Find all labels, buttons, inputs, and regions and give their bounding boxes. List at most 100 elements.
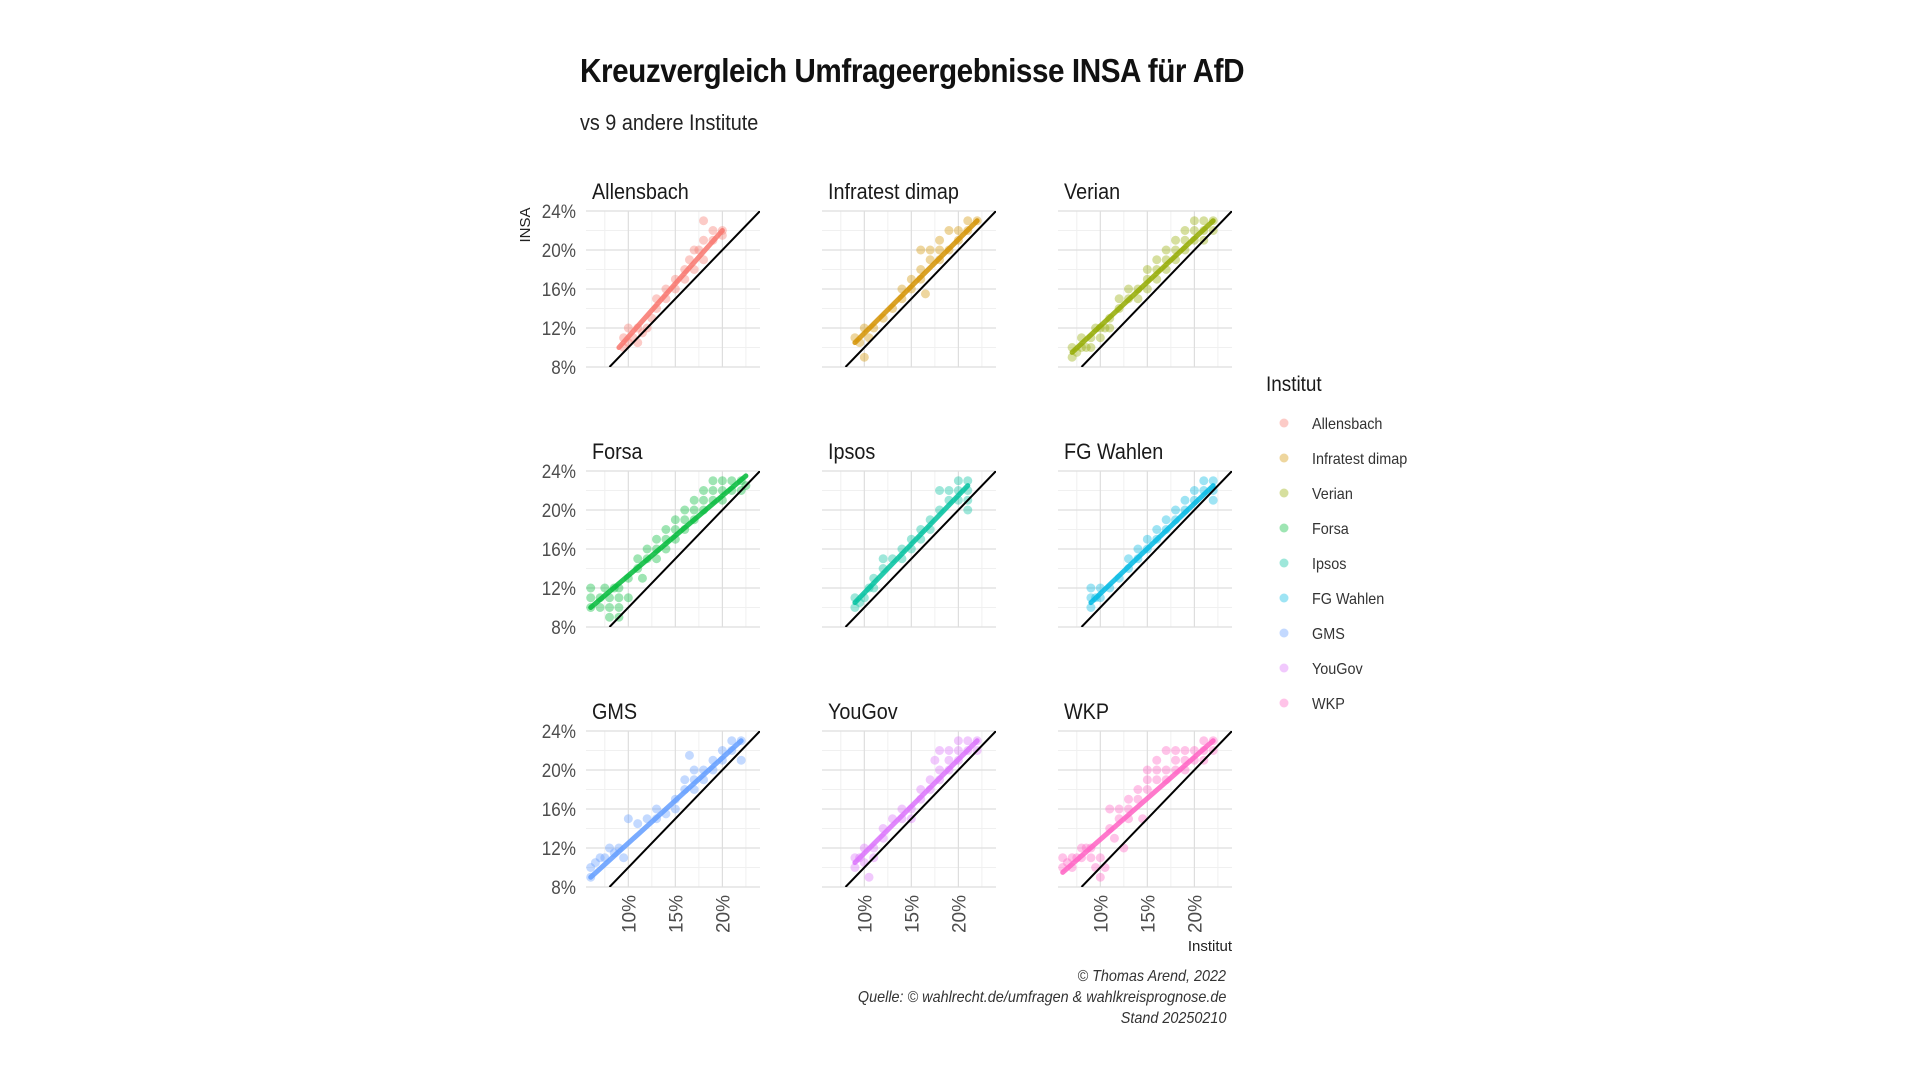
data-point [680, 775, 690, 785]
data-point [590, 858, 600, 868]
data-point [944, 755, 954, 765]
y-tick-label: 8% [551, 357, 576, 378]
data-point [944, 486, 954, 495]
reference-line [1080, 471, 1232, 627]
data-point [963, 216, 973, 226]
data-point [1199, 736, 1209, 746]
data-point [633, 554, 643, 564]
data-point [1180, 495, 1190, 505]
data-point [1208, 495, 1218, 505]
facet-title-fg-wahlen: FG Wahlen [1064, 440, 1163, 464]
data-point [605, 612, 615, 622]
data-point [586, 863, 596, 872]
trend-line [1088, 483, 1216, 606]
legend-key [1279, 698, 1289, 708]
data-point [850, 603, 860, 612]
data-point [1086, 853, 1096, 863]
data-point [708, 486, 718, 495]
x-tick-label: 10% [619, 895, 640, 933]
legend-key [1279, 663, 1289, 673]
data-point [1114, 804, 1124, 814]
trend-line [1069, 218, 1216, 355]
trend-line [616, 228, 725, 350]
data-point [953, 736, 963, 746]
data-point [1138, 814, 1148, 824]
data-point [1095, 333, 1105, 343]
data-point [1189, 486, 1199, 495]
y-tick-label: 24% [542, 201, 576, 222]
data-point [614, 593, 624, 603]
data-point [1152, 765, 1162, 775]
data-point [1067, 352, 1077, 362]
legend-key [1279, 488, 1289, 498]
data-point [1142, 765, 1152, 775]
points-verian [1067, 211, 1232, 367]
x-tick-label: 20% [949, 895, 970, 933]
data-point [699, 486, 709, 495]
legend-key [1279, 418, 1289, 428]
data-point [1189, 216, 1199, 226]
legend-key [1279, 593, 1289, 603]
data-point [1133, 544, 1143, 554]
data-point [652, 534, 662, 544]
y-tick-label: 24% [542, 721, 576, 742]
data-point [586, 593, 596, 603]
data-point [1152, 255, 1162, 265]
data-point [708, 476, 718, 486]
data-point [699, 495, 709, 505]
y-tick-label: 16% [542, 799, 576, 820]
legend-label: Forsa [1312, 520, 1349, 538]
data-point [1119, 843, 1129, 853]
trend-line [588, 738, 744, 880]
data-point [1171, 746, 1181, 755]
facet-title-wkp: WKP [1064, 700, 1109, 724]
chart-title: Kreuzvergleich Umfrageergebnisse INSA fü… [580, 52, 1245, 89]
x-tick-label: 20% [713, 895, 734, 933]
data-point [736, 755, 746, 765]
reference-line [608, 211, 760, 367]
legend-key [1279, 453, 1289, 463]
points-forsa [586, 471, 760, 627]
legend-title: Institut [1266, 373, 1322, 396]
data-point [684, 750, 694, 760]
data-point [1142, 534, 1152, 544]
data-point [680, 505, 690, 515]
data-point [1152, 755, 1162, 765]
data-point [916, 245, 926, 255]
data-point [1124, 794, 1134, 804]
data-point [1095, 872, 1105, 882]
data-point [1091, 863, 1101, 872]
data-point [1161, 746, 1171, 755]
y-tick-label: 24% [542, 461, 576, 482]
data-point [963, 476, 973, 486]
reference-line [844, 471, 996, 627]
data-point [1124, 284, 1134, 294]
data-point [600, 583, 610, 593]
x-axis-label: Institut [1188, 938, 1233, 955]
data-point [1105, 323, 1115, 333]
trend-line [852, 483, 971, 606]
x-tick-label: 10% [1091, 895, 1112, 933]
data-point [864, 872, 874, 882]
data-point [1208, 476, 1218, 486]
data-point [595, 853, 605, 863]
data-point [930, 755, 940, 765]
y-tick-label: 20% [542, 500, 576, 521]
data-point [1058, 853, 1068, 863]
y-tick-label: 20% [542, 240, 576, 261]
reference-line [844, 211, 996, 367]
facet-title-infratest-dimap: Infratest dimap [828, 180, 959, 204]
data-point [1161, 765, 1171, 775]
x-tick-label: 10% [855, 895, 876, 933]
points-yougov [844, 731, 996, 887]
legend-key [1279, 628, 1289, 638]
facet-title-yougov: YouGov [828, 700, 898, 724]
trend-line [852, 738, 980, 866]
facet-title-forsa: Forsa [592, 440, 643, 464]
trend-line [852, 218, 980, 346]
data-point [944, 226, 954, 235]
legend-key [1279, 558, 1289, 568]
data-point [689, 505, 699, 515]
data-point [878, 554, 888, 564]
legend-label: YouGov [1312, 660, 1363, 678]
